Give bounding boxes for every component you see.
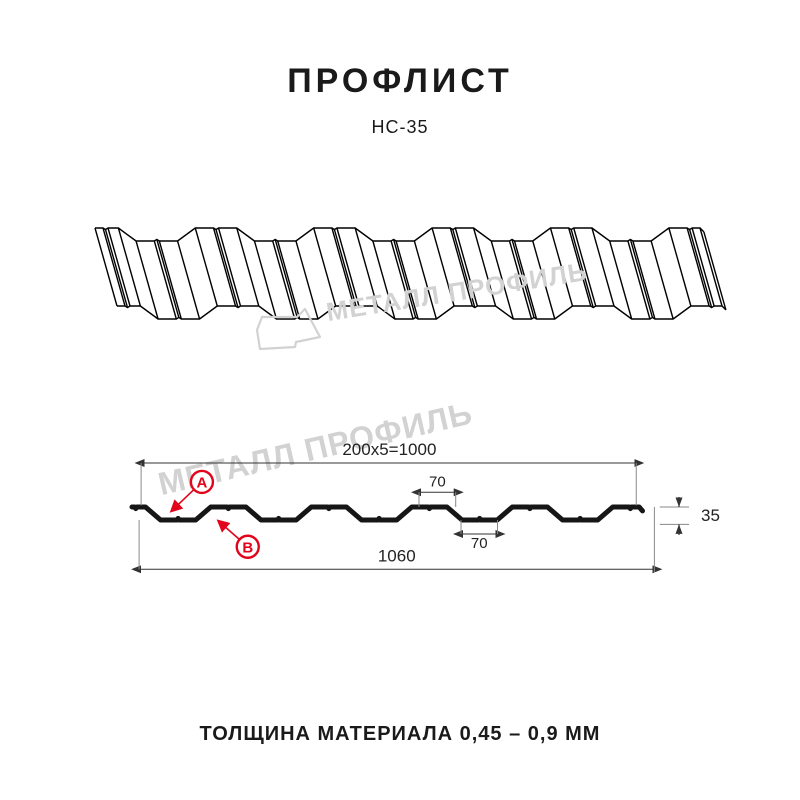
svg-text:B: B	[242, 539, 253, 556]
svg-text:A: A	[196, 475, 207, 492]
